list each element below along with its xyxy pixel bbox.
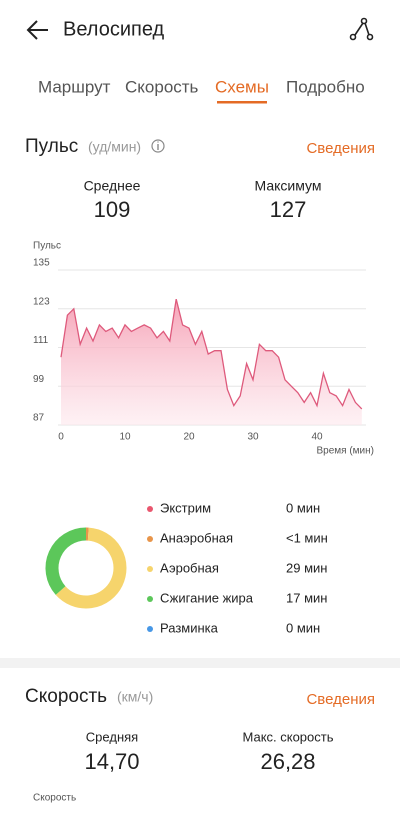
page-title: Велосипед (63, 18, 165, 40)
details-link[interactable]: Сведения (306, 140, 375, 157)
legend-dot (147, 596, 153, 602)
x-tick-label: 40 (311, 432, 323, 443)
axis-label: Время (мин) (316, 446, 374, 457)
y-tick-label: 111 (33, 335, 49, 346)
y-tick-label: 87 (33, 413, 45, 424)
stat-label: Среднее (84, 178, 141, 194)
tab-underline (217, 101, 267, 104)
axis-label: Скорость (33, 793, 76, 804)
section-unit: (уд/мин) (88, 139, 141, 155)
stat-value: 14,70 (84, 749, 139, 774)
tab[interactable]: Скорость (125, 77, 199, 96)
stat-value: 127 (270, 197, 307, 222)
x-tick-label: 30 (247, 432, 259, 443)
share-button[interactable] (349, 17, 374, 41)
legend-value: 29 мин (286, 560, 327, 575)
tab[interactable]: Подробно (286, 77, 365, 96)
y-tick-label: 123 (33, 296, 50, 307)
legend-label: Экстрим (160, 500, 211, 515)
details-link[interactable]: Сведения (306, 691, 375, 708)
legend-dot (147, 536, 153, 542)
stat-value: 26,28 (260, 749, 315, 774)
y-tick-label: 135 (33, 258, 50, 269)
legend-label: Аэробная (160, 560, 219, 575)
axis-label: Пульс (33, 241, 61, 252)
section-unit: (км/ч) (117, 689, 153, 705)
stat-label: Макс. скорость (242, 729, 333, 744)
legend-value: 0 мин (286, 500, 320, 515)
x-tick-label: 10 (119, 432, 131, 443)
x-tick-label: 20 (183, 432, 195, 443)
tab[interactable]: Маршрут (38, 77, 111, 96)
section-title: Скорость (25, 686, 107, 707)
legend-dot (147, 566, 153, 572)
legend-label: Разминка (160, 620, 219, 635)
section-title: Пульс (25, 136, 78, 157)
donut-slice (45, 527, 87, 595)
y-tick-label: 99 (33, 374, 45, 385)
tab[interactable]: Схемы (215, 77, 269, 96)
legend-label: Сжигание жира (160, 590, 254, 605)
area (61, 299, 362, 425)
divider (0, 658, 400, 668)
legend-label: Анаэробная (160, 530, 233, 545)
x-tick-label: 0 (58, 432, 64, 443)
back-button[interactable] (26, 20, 48, 40)
stat-value: 109 (94, 197, 131, 222)
donut-slice (55, 527, 127, 609)
legend-value: <1 мин (286, 530, 328, 545)
legend-value: 0 мин (286, 620, 320, 635)
stat-label: Средняя (86, 729, 138, 744)
line (60, 298, 363, 410)
legend-value: 17 мин (286, 590, 327, 605)
legend-dot (147, 506, 153, 512)
legend-dot (147, 626, 153, 632)
stat-label: Максимум (255, 178, 322, 194)
info-icon[interactable] (151, 139, 165, 153)
